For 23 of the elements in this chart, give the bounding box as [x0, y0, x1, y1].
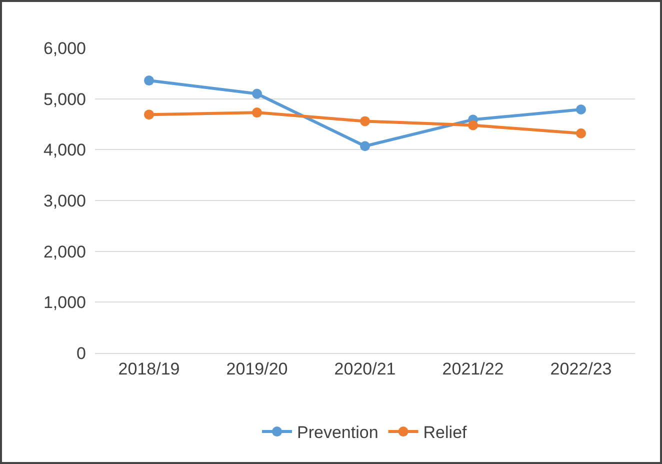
point [144, 110, 154, 120]
point [468, 120, 478, 130]
point [576, 104, 586, 115]
point [252, 108, 262, 118]
y-tick-label: 4,000 [43, 140, 86, 160]
y-tick-label: 0 [76, 344, 86, 363]
x-tick-label: 2020/21 [334, 359, 396, 378]
y-tick-label: 2,000 [43, 242, 86, 262]
y-tick-label: 5,000 [43, 90, 86, 109]
y-tick-label: 6,000 [43, 38, 86, 58]
legend-label: Relief [423, 423, 468, 442]
point [360, 116, 370, 126]
x-tick-label: 2019/20 [226, 359, 288, 378]
x-tick-label: 2022/23 [550, 359, 612, 378]
point [576, 128, 586, 138]
x-tick-label: 2021/22 [442, 359, 504, 378]
point [252, 88, 262, 99]
y-tick-label: 3,000 [43, 191, 86, 210]
y-tick-label: 1,000 [43, 293, 86, 312]
point [144, 76, 154, 86]
point [360, 141, 370, 152]
legend-label: Prevention [297, 423, 378, 442]
x-tick-label: 2018/19 [118, 359, 180, 378]
